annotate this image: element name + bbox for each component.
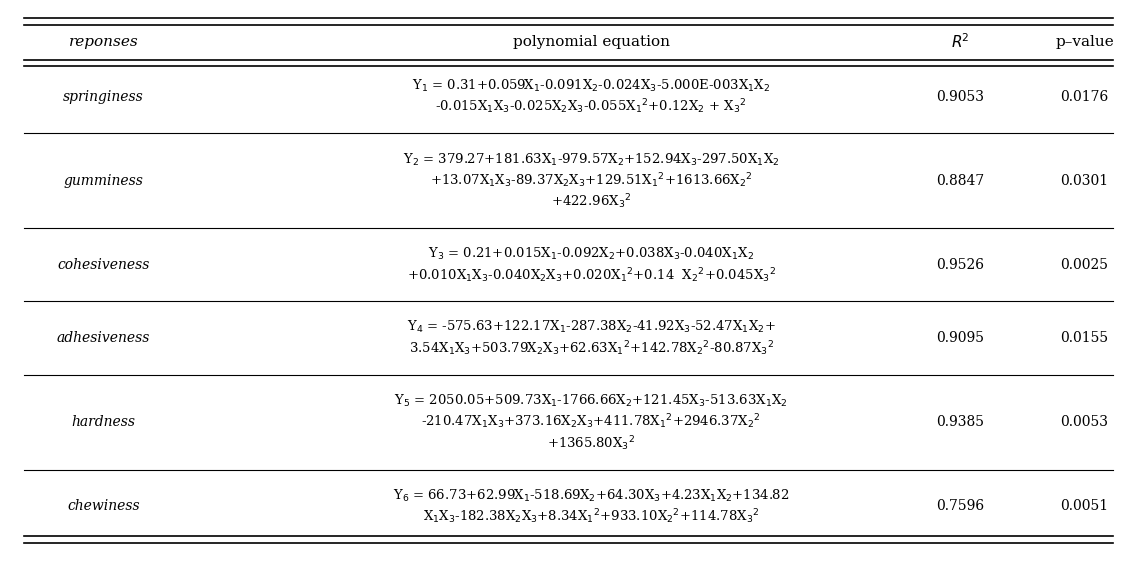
- Text: X$_1$X$_3$-182.38X$_2$X$_3$+8.34X$_1$$^2$+933.10X$_2$$^2$+114.78X$_3$$^2$: X$_1$X$_3$-182.38X$_2$X$_3$+8.34X$_1$$^2…: [423, 508, 760, 526]
- Text: 0.8847: 0.8847: [936, 174, 984, 188]
- Text: adhesiveness: adhesiveness: [57, 331, 150, 345]
- Text: 0.0155: 0.0155: [1061, 331, 1109, 345]
- Text: 0.9526: 0.9526: [936, 258, 984, 272]
- Text: reponses: reponses: [68, 35, 139, 49]
- Text: gumminess: gumminess: [64, 174, 143, 188]
- Text: 0.9095: 0.9095: [936, 331, 984, 345]
- Text: -210.47X$_1$X$_3$+373.16X$_2$X$_3$+411.78X$_1$$^2$+2946.37X$_2$$^2$: -210.47X$_1$X$_3$+373.16X$_2$X$_3$+411.7…: [422, 413, 761, 431]
- Text: Y$_2$ = 379.27+181.63X$_1$-979.57X$_2$+152.94X$_3$-297.50X$_1$X$_2$: Y$_2$ = 379.27+181.63X$_1$-979.57X$_2$+1…: [402, 151, 780, 168]
- Text: -0.015X$_1$X$_3$-0.025X$_2$X$_3$-0.055X$_1$$^2$+0.12X$_2$ + X$_3$$^2$: -0.015X$_1$X$_3$-0.025X$_2$X$_3$-0.055X$…: [435, 98, 747, 117]
- Text: 0.0301: 0.0301: [1061, 174, 1109, 188]
- Text: 0.9385: 0.9385: [936, 415, 984, 429]
- Text: Y$_6$ = 66.73+62.99X$_1$-518.69X$_2$+64.30X$_3$+4.23X$_1$X$_2$+134.82: Y$_6$ = 66.73+62.99X$_1$-518.69X$_2$+64.…: [393, 488, 789, 504]
- Text: chewiness: chewiness: [67, 499, 140, 513]
- Text: 0.7596: 0.7596: [936, 499, 984, 513]
- Text: 0.0051: 0.0051: [1061, 499, 1109, 513]
- Text: 0.0025: 0.0025: [1061, 258, 1109, 272]
- Text: 0.9053: 0.9053: [936, 90, 984, 104]
- Text: Y$_3$ = 0.21+0.015X$_1$-0.092X$_2$+0.038X$_3$-0.040X$_1$X$_2$: Y$_3$ = 0.21+0.015X$_1$-0.092X$_2$+0.038…: [429, 246, 754, 262]
- Text: $\it{R}$$^2$: $\it{R}$$^2$: [951, 33, 969, 51]
- Text: +0.010X$_1$X$_3$-0.040X$_2$X$_3$+0.020X$_1$$^2$+0.14  X$_2$$^2$+0.045X$_3$$^2$: +0.010X$_1$X$_3$-0.040X$_2$X$_3$+0.020X$…: [407, 266, 775, 285]
- Text: springiness: springiness: [63, 90, 144, 104]
- Text: 0.0053: 0.0053: [1061, 415, 1109, 429]
- Text: 0.0176: 0.0176: [1061, 90, 1109, 104]
- Text: cohesiveness: cohesiveness: [57, 258, 150, 272]
- Text: Y$_1$ = 0.31+0.059X$_1$-0.091X$_2$-0.024X$_3$-5.000E-003X$_1$X$_2$: Y$_1$ = 0.31+0.059X$_1$-0.091X$_2$-0.024…: [412, 78, 771, 94]
- Text: +13.07X$_1$X$_3$-89.37X$_2$X$_3$+129.51X$_1$$^2$+1613.66X$_2$$^2$: +13.07X$_1$X$_3$-89.37X$_2$X$_3$+129.51X…: [430, 171, 753, 190]
- Text: +422.96X$_3$$^2$: +422.96X$_3$$^2$: [551, 192, 631, 211]
- Text: polynomial equation: polynomial equation: [513, 35, 670, 49]
- Text: +1365.80X$_3$$^2$: +1365.80X$_3$$^2$: [547, 434, 636, 453]
- Text: Y$_5$ = 2050.05+509.73X$_1$-1766.66X$_2$+121.45X$_3$-513.63X$_1$X$_2$: Y$_5$ = 2050.05+509.73X$_1$-1766.66X$_2$…: [395, 393, 788, 409]
- Text: hardness: hardness: [72, 415, 135, 429]
- Text: Y$_4$ = -575.63+122.17X$_1$-287.38X$_2$-41.92X$_3$-52.47X$_1$X$_2$+: Y$_4$ = -575.63+122.17X$_1$-287.38X$_2$-…: [407, 319, 775, 335]
- Text: p–value: p–value: [1055, 35, 1114, 49]
- Text: 3.54X$_1$X$_3$+503.79X$_2$X$_3$+62.63X$_1$$^2$+142.78X$_2$$^2$-80.87X$_3$$^2$: 3.54X$_1$X$_3$+503.79X$_2$X$_3$+62.63X$_…: [408, 339, 773, 358]
